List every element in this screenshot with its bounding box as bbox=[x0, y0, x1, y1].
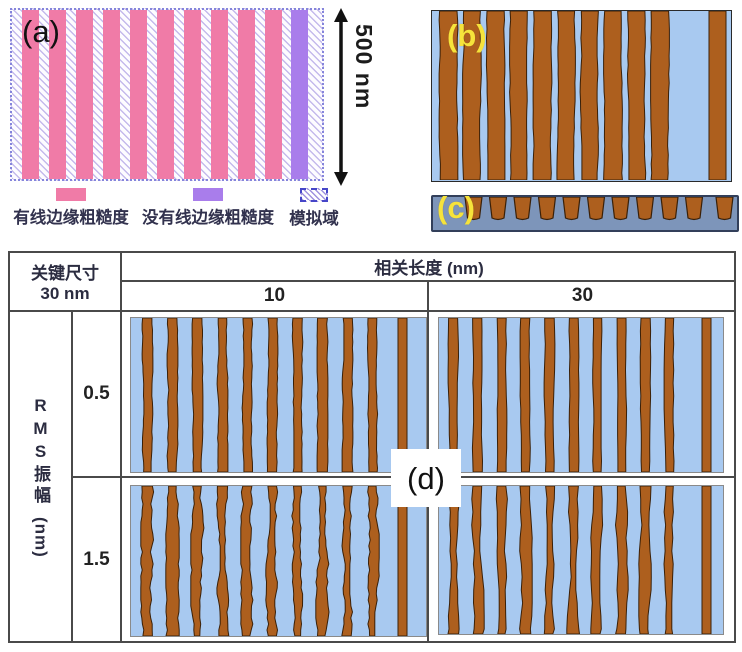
without-ler-swatch bbox=[193, 188, 223, 201]
column-group-header-correlation-length: 相关长度 (nm) bbox=[374, 258, 484, 278]
legend-item-simulation-domain: 模拟域 bbox=[284, 188, 344, 229]
corner-header-critical-dimension: 关键尺寸 30 nm bbox=[10, 253, 120, 310]
panel-b-lines-image bbox=[432, 11, 730, 180]
cell-image-rms1.5-corr10 bbox=[130, 485, 427, 637]
panel-b-label: (b) bbox=[447, 18, 487, 53]
row-header-1.5: 1.5 bbox=[83, 549, 110, 570]
table-vline-rowheader bbox=[120, 251, 122, 643]
without-ler-label: 没有线边缘粗糙度 bbox=[142, 209, 274, 227]
with-ler-label: 有线边缘粗糙度 bbox=[13, 209, 129, 227]
scale-label: 500 nm bbox=[351, 24, 377, 110]
table-hline-headerbottom bbox=[8, 310, 736, 312]
legend-item-without-ler: 没有线边缘粗糙度 bbox=[138, 188, 278, 228]
corner-header-line1: 关键尺寸 bbox=[31, 264, 99, 283]
row-header-0.5: 0.5 bbox=[83, 383, 110, 404]
row-group-header-rms-amplitude: RMS振幅 (nm) bbox=[10, 312, 71, 642]
simulation-domain-label: 模拟域 bbox=[289, 210, 339, 228]
with-ler-swatch bbox=[56, 188, 86, 201]
legend-item-with-ler: 有线边缘粗糙度 bbox=[8, 188, 134, 228]
column-header-10: 10 bbox=[263, 285, 286, 306]
rms-amplitude-label: RMS振幅 bbox=[31, 396, 50, 508]
panel-c-cross-section bbox=[431, 195, 739, 232]
simulation-domain-swatch bbox=[300, 188, 328, 202]
results-table-border bbox=[8, 251, 736, 643]
panel-d-label: (d) bbox=[407, 460, 445, 496]
panel-d-label-box: (d) bbox=[391, 449, 461, 507]
scale-arrow-icon bbox=[334, 8, 348, 186]
panel-a-simulation-layout bbox=[10, 8, 324, 181]
panel-a-stripes-image bbox=[22, 10, 308, 179]
panel-c-profile-image bbox=[464, 197, 734, 221]
table-hline-colheader bbox=[120, 280, 736, 282]
rms-amplitude-unit: (nm) bbox=[31, 517, 51, 558]
panel-c-label: (c) bbox=[437, 190, 475, 225]
column-header-30: 30 bbox=[571, 285, 594, 306]
cell-image-rms0.5-corr10 bbox=[130, 317, 427, 473]
cell-image-rms1.5-corr30 bbox=[438, 485, 724, 635]
panel-b-top-view bbox=[431, 10, 732, 182]
panel-a-label: (a) bbox=[22, 14, 60, 49]
cell-image-rms0.5-corr30 bbox=[438, 317, 724, 473]
corner-header-line2: 30 nm bbox=[40, 284, 90, 303]
